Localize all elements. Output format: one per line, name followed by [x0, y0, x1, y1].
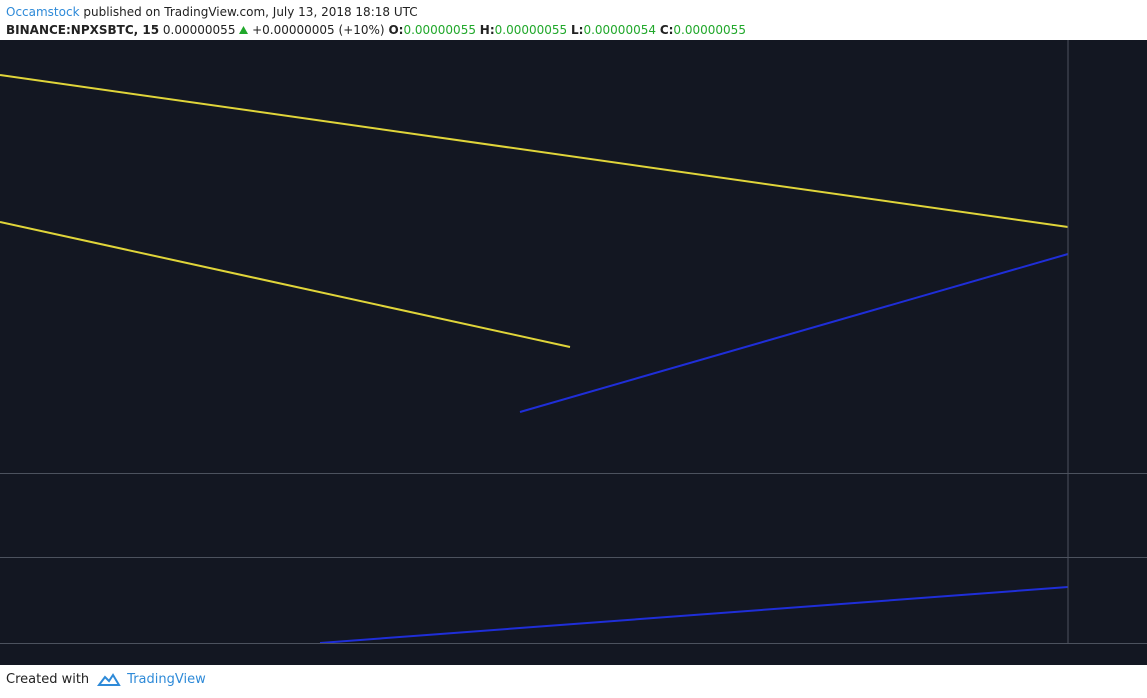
change: +0.00000005 (+10%)	[252, 23, 385, 37]
ohlc-label: H:	[479, 23, 495, 37]
trendline	[0, 221, 571, 348]
author[interactable]: Occamstock	[6, 5, 80, 19]
publish-line: Occamstock published on TradingView.com,…	[6, 3, 746, 21]
ohlc-value: 0.00000054	[583, 23, 656, 37]
price-axis	[1068, 40, 1147, 665]
up-arrow	[239, 26, 249, 34]
last: 0.00000055	[162, 23, 236, 37]
ohlc-label: L:	[571, 23, 584, 37]
trendline	[0, 74, 1069, 228]
chart	[0, 40, 1147, 665]
ohlc-label: C:	[659, 23, 674, 37]
ohlc-value: 0.00000055	[494, 23, 568, 37]
logo	[97, 672, 121, 686]
ohlc-label: O:	[388, 23, 404, 37]
brand[interactable]: TradingView	[127, 672, 206, 687]
ohlc-value: 0.00000055	[673, 23, 746, 37]
symbol: BINANCE:NPXSBTC, 15	[6, 23, 160, 37]
background	[0, 40, 1147, 665]
footer: Created with TradingView	[6, 672, 206, 687]
quote-line: BINANCE:NPXSBTC, 15 0.00000055 +0.000000…	[6, 21, 746, 39]
trendline	[319, 586, 1069, 644]
trendline	[519, 253, 1069, 413]
created-with: Created with	[6, 672, 90, 687]
drawings	[0, 74, 1069, 644]
published: published on TradingView.com, July 13, 2…	[83, 5, 418, 19]
ohlc: O:0.00000055 H:0.00000055 L:0.00000054 C…	[388, 23, 746, 37]
header: Occamstock published on TradingView.com,…	[6, 3, 746, 39]
ohlc-value: 0.00000055	[403, 23, 476, 37]
